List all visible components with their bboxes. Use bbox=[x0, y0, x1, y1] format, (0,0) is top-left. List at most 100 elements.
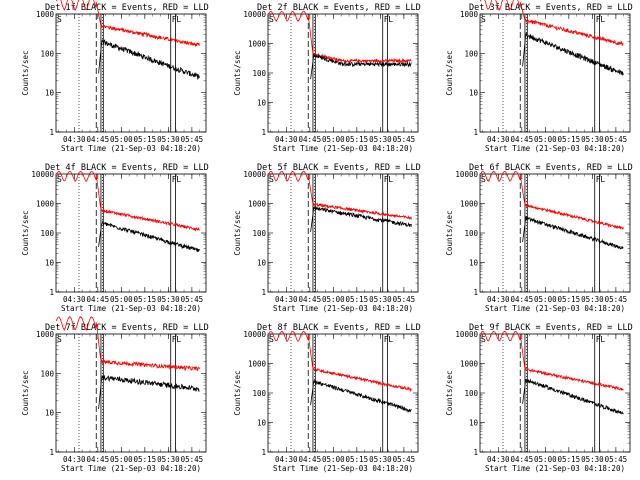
flag-label-f: F bbox=[596, 15, 601, 24]
events-series-line bbox=[310, 53, 412, 80]
plot-frame bbox=[479, 173, 631, 293]
lld-series-line bbox=[55, 0, 200, 47]
plot-frame bbox=[55, 333, 207, 453]
x-tick-label: 05:30 bbox=[369, 455, 392, 464]
plot-frame bbox=[479, 13, 631, 133]
flag-label-l: L bbox=[176, 335, 181, 344]
x-tick-label: 04:30 bbox=[487, 135, 510, 144]
x-tick-label: 04:30 bbox=[487, 455, 510, 464]
y-tick-label: 100 bbox=[252, 69, 266, 78]
x-tick-label: 05:30 bbox=[369, 135, 392, 144]
panel-title: Det 4f BLACK = Events, RED = LLD bbox=[45, 163, 209, 173]
x-tick-label: 05:00 bbox=[110, 455, 133, 464]
x-tick-label: 05:30 bbox=[157, 295, 180, 304]
y-tick-label: 10 bbox=[469, 89, 479, 98]
y-tick-label: 100 bbox=[252, 389, 266, 398]
panel-det-4: Det 4f BLACK = Events, RED = LLD 1 10 100 10… bbox=[21, 163, 209, 313]
y-tick-label: 10 bbox=[469, 419, 479, 428]
flag-label-s: S bbox=[57, 175, 62, 184]
x-tick-label: 05:45 bbox=[181, 455, 204, 464]
x-axis-label: Start Time (21-Sep-03 04:18:20) bbox=[273, 464, 413, 473]
panel-det-3: Det 3f BLACK = Events, RED = LLD 1 10 100 10… bbox=[445, 0, 633, 153]
x-axis-label: Start Time (21-Sep-03 04:18:20) bbox=[61, 464, 201, 473]
events-series-line bbox=[310, 379, 412, 413]
x-tick-label: 05:00 bbox=[534, 135, 557, 144]
plot-frame bbox=[55, 13, 207, 133]
y-tick-label: 10 bbox=[45, 259, 55, 268]
x-axis-label: Start Time (21-Sep-03 04:18:20) bbox=[273, 144, 413, 153]
y-axis-label: Counts/sec bbox=[445, 370, 454, 415]
y-tick-label: 100 bbox=[40, 369, 54, 378]
plot-frame bbox=[479, 333, 631, 453]
y-axis-label: Counts/sec bbox=[445, 210, 454, 255]
flag-label-f: F bbox=[384, 335, 389, 344]
lld-series-line bbox=[268, 330, 412, 393]
flag-label-s: S bbox=[57, 335, 62, 344]
x-tick-label: 05:45 bbox=[393, 135, 416, 144]
x-tick-label: 05:30 bbox=[581, 455, 604, 464]
panel-title: Det 3f BLACK = Events, RED = LLD bbox=[469, 3, 633, 13]
y-tick-label: 1 bbox=[261, 288, 266, 297]
x-tick-label: 05:15 bbox=[346, 295, 369, 304]
x-tick-label: 04:30 bbox=[487, 295, 510, 304]
y-tick-label: 100 bbox=[464, 49, 478, 58]
x-tick-label: 05:15 bbox=[134, 295, 157, 304]
x-axis-label: Start Time (21-Sep-03 04:18:20) bbox=[273, 304, 413, 313]
x-tick-label: 05:00 bbox=[322, 455, 345, 464]
lld-series-line bbox=[479, 330, 624, 391]
x-tick-label: 04:30 bbox=[63, 135, 86, 144]
plot-frame bbox=[267, 333, 419, 453]
x-tick-label: 04:45 bbox=[511, 455, 534, 464]
x-axis-label: Start Time (21-Sep-03 04:18:20) bbox=[61, 304, 201, 313]
x-tick-label: 05:00 bbox=[534, 455, 557, 464]
y-tick-label: 10 bbox=[257, 259, 267, 268]
y-tick-label: 1000 bbox=[36, 330, 55, 339]
panel-det-1: Det 1f BLACK = Events, RED = LLD 1 10 100 10… bbox=[21, 0, 209, 153]
y-tick-label: 100 bbox=[252, 229, 266, 238]
y-tick-label: 1000 bbox=[36, 10, 55, 19]
y-tick-label: 1 bbox=[473, 448, 478, 457]
y-axis-label: Counts/sec bbox=[445, 50, 454, 95]
flag-label-s: S bbox=[269, 175, 274, 184]
x-tick-label: 05:15 bbox=[558, 455, 581, 464]
x-tick-label: 05:15 bbox=[134, 455, 157, 464]
flag-label-l: L bbox=[388, 175, 393, 184]
events-series-line bbox=[522, 215, 624, 250]
x-tick-label: 05:30 bbox=[157, 135, 180, 144]
x-axis-label: Start Time (21-Sep-03 04:18:20) bbox=[485, 304, 625, 313]
x-tick-label: 05:45 bbox=[393, 455, 416, 464]
plot-frame bbox=[55, 173, 207, 293]
y-tick-label: 1 bbox=[49, 448, 54, 457]
y-tick-label: 1000 bbox=[36, 200, 55, 209]
events-series-line bbox=[98, 219, 200, 253]
flag-label-l: L bbox=[388, 15, 393, 24]
x-tick-label: 04:30 bbox=[63, 455, 86, 464]
panel-title: Det 6f BLACK = Events, RED = LLD bbox=[469, 163, 633, 173]
events-series-line bbox=[98, 39, 200, 81]
y-tick-label: 10 bbox=[257, 99, 267, 108]
y-tick-label: 1000 bbox=[248, 40, 267, 49]
x-tick-label: 04:45 bbox=[87, 455, 110, 464]
panel-title: Det 8f BLACK = Events, RED = LLD bbox=[257, 323, 421, 333]
flag-label-s: S bbox=[269, 335, 274, 344]
x-tick-label: 05:45 bbox=[181, 135, 204, 144]
x-tick-label: 04:30 bbox=[63, 295, 86, 304]
flag-label-l: L bbox=[600, 335, 605, 344]
y-tick-label: 10000 bbox=[455, 170, 478, 179]
x-tick-label: 05:45 bbox=[605, 455, 628, 464]
flag-label-f: F bbox=[172, 175, 177, 184]
x-tick-label: 04:45 bbox=[511, 295, 534, 304]
flag-label-f: F bbox=[596, 175, 601, 184]
y-tick-label: 10000 bbox=[31, 170, 54, 179]
y-tick-label: 1 bbox=[473, 288, 478, 297]
x-axis-label: Start Time (21-Sep-03 04:18:20) bbox=[485, 144, 625, 153]
x-tick-label: 05:00 bbox=[110, 295, 133, 304]
plot-frame bbox=[267, 13, 419, 133]
flag-label-f: F bbox=[596, 335, 601, 344]
flag-label-l: L bbox=[600, 15, 605, 24]
x-tick-label: 05:00 bbox=[322, 295, 345, 304]
flag-label-l: L bbox=[388, 335, 393, 344]
flag-label-l: L bbox=[600, 175, 605, 184]
y-tick-label: 1000 bbox=[460, 200, 479, 209]
